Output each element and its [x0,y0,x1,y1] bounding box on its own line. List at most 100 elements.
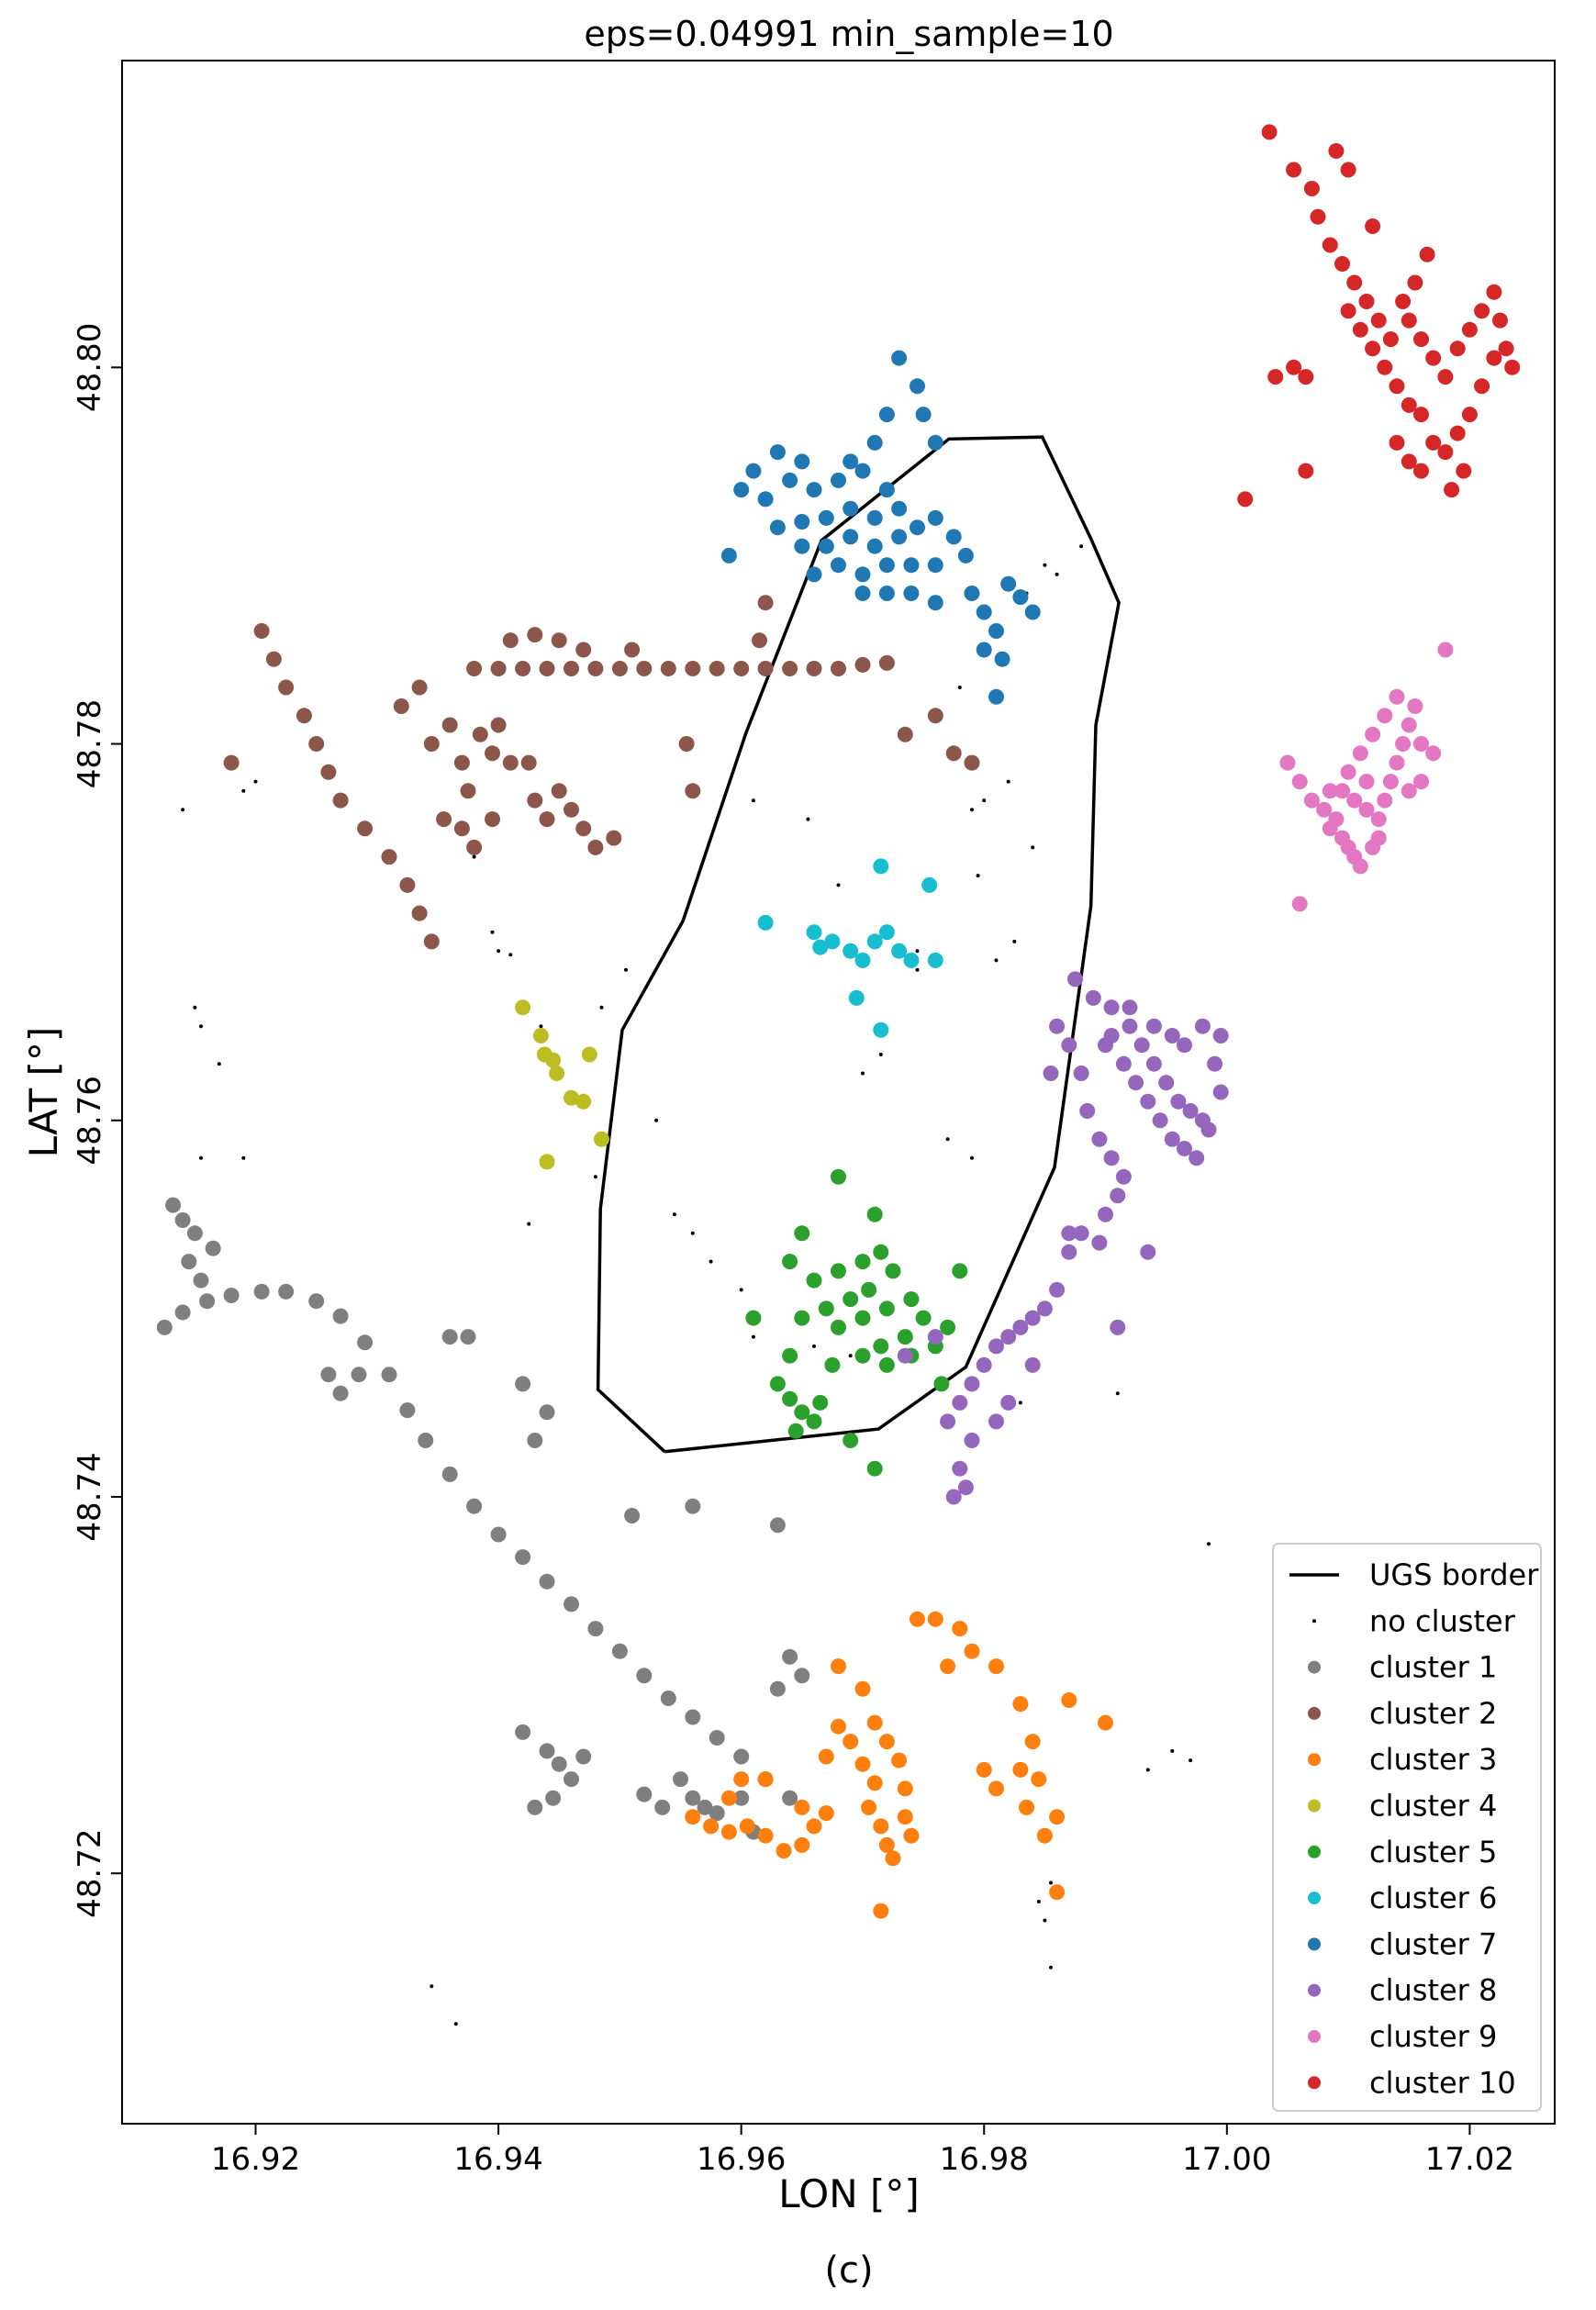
cluster-6-point [927,952,943,968]
cluster-2-point [485,745,500,762]
cluster-3-point [1019,1799,1034,1815]
cluster-5-point [897,1329,913,1345]
cluster-5-point [794,1225,810,1242]
cluster-5-point [843,1433,859,1448]
cluster-1-point [685,1790,701,1806]
cluster-10-point [1334,256,1350,272]
series-cluster-6 [757,858,943,1038]
cluster-7-point [964,586,980,601]
cluster-7-point [927,595,943,611]
cluster-8-point [1043,1066,1059,1081]
cluster-1-point [769,1680,786,1697]
cluster-1-point [156,1319,173,1335]
cluster-8-point [1122,999,1138,1016]
cluster-7-point [745,463,762,479]
no-cluster-point [836,883,841,887]
cluster-1-point [441,1329,458,1345]
cluster-6-point [843,943,859,959]
no-cluster-point [593,1175,597,1179]
cluster-1-point [636,1668,653,1684]
cluster-2-point [575,642,592,658]
cluster-9-point [1370,811,1387,828]
cluster-1-point [782,1790,798,1806]
cluster-6-point [848,989,865,1006]
cluster-10-point [1449,340,1466,357]
no-cluster-point [878,1053,883,1056]
cluster-1-point [539,1573,555,1590]
cluster-3-point [964,1643,980,1659]
cluster-10-point [1413,331,1429,348]
cluster-3-point [952,1621,968,1637]
cluster-3-point [818,1748,834,1765]
cluster-3-point [854,1756,871,1772]
cluster-10-point [1358,294,1375,309]
cluster-8-point [1049,1018,1066,1034]
cluster-1-point [545,1790,562,1806]
cluster-2-point [854,656,871,673]
no-cluster-point [1145,1768,1150,1772]
no-cluster-point [1043,563,1047,567]
series-cluster-10 [1237,124,1521,508]
cluster-8-point [1091,1131,1108,1147]
cluster-1-point [660,1691,676,1706]
no-cluster-point [490,930,495,934]
cluster-8-point [1110,1188,1126,1204]
cluster-8-point [1164,1131,1180,1147]
cluster-8-point [897,1347,913,1364]
cluster-1-point [186,1225,203,1242]
cluster-7-point [903,557,920,574]
cluster-6-point [757,914,774,931]
cluster-2-point [265,651,282,667]
cluster-10-point [1298,463,1314,479]
cluster-3-point [703,1818,720,1835]
cluster-10-point [1310,208,1326,225]
cluster-2-point [520,754,537,771]
cluster-8-point [964,1433,980,1448]
cluster-1-point [527,1433,543,1448]
no-cluster-point [976,874,980,878]
cluster-8-point [952,1394,968,1411]
cluster-8-point [1177,1037,1192,1054]
cluster-7-point [1024,604,1041,620]
no-cluster-point [599,1005,604,1010]
cluster-8-point [1036,1300,1053,1317]
cluster-8-point [1061,1225,1077,1242]
cluster-10-point [1486,350,1502,366]
cluster-1-point [709,1730,725,1746]
cluster-7-point [878,482,895,498]
cluster-5-point [787,1423,804,1439]
cluster-10-point [1237,491,1254,508]
cluster-8-point [1128,1075,1144,1091]
cluster-5-point [782,1347,798,1364]
cluster-3-point [861,1799,877,1815]
cluster-10-point [1365,218,1381,234]
cluster-2-point [806,661,822,676]
cluster-9-point [1370,830,1387,846]
cluster-10-point [1352,321,1368,338]
cluster-1-point [332,1308,349,1324]
cluster-3-point [866,1714,883,1731]
legend-label: cluster 4 [1369,1789,1497,1824]
cluster-3-point [897,1809,913,1825]
no-cluster-point [1049,1880,1053,1885]
legend-label: cluster 6 [1369,1880,1497,1915]
cluster-3-point [897,1780,913,1797]
cluster-2-point [223,754,240,771]
cluster-9-point [1395,736,1412,752]
cluster-1-point [685,1709,701,1725]
cluster-5-point [824,1356,841,1373]
cluster-10-point [1298,369,1314,385]
cluster-6-point [866,933,883,950]
cluster-2-point [357,820,374,837]
x-axis: 16.92 16.94 16.96 16.98 17.00 17.02 [211,2124,1514,2178]
no-cluster-point [241,1155,246,1160]
cluster-4-point [564,1089,579,1106]
legend-swatch [1308,1706,1321,1720]
cluster-10-point [1303,181,1320,196]
cluster-8-point [1012,1319,1029,1335]
cluster-2-point [411,679,428,696]
cluster-1-point [399,1402,416,1419]
cluster-7-point [854,566,871,583]
cluster-10-point [1504,359,1521,375]
